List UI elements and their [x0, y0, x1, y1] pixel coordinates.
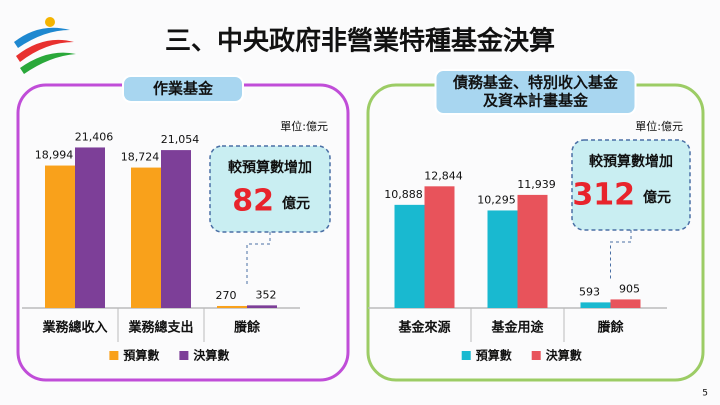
value-label: 18,994	[35, 149, 74, 162]
callout-connector	[610, 230, 632, 280]
value-label: 21,054	[161, 133, 200, 146]
callout-unit: 億元	[643, 189, 671, 206]
callout-text: 較預算數增加	[589, 153, 673, 170]
bar	[247, 305, 277, 308]
page-number: 5	[702, 389, 708, 399]
panel-title-box	[122, 75, 244, 103]
panel-title: 作業基金	[153, 80, 214, 98]
legend-label: 預算數	[123, 348, 159, 363]
bar	[394, 204, 425, 308]
callout-connector	[246, 232, 271, 286]
bar	[517, 194, 548, 308]
callout-box	[571, 139, 691, 231]
value-label: 352	[256, 288, 277, 301]
unit-label: 單位:億元	[635, 119, 683, 133]
legend-swatch	[109, 351, 119, 360]
bar	[131, 167, 161, 308]
legend-swatch	[179, 351, 189, 360]
x-tick-label: 基金來源	[397, 320, 450, 336]
panel-title-box	[434, 69, 637, 115]
legend-label: 預算數	[476, 348, 512, 363]
logo	[14, 17, 76, 74]
value-label: 21,406	[75, 130, 114, 143]
logo-dot	[45, 17, 55, 27]
slide-title: 三、中央政府非營業特種基金決算	[165, 26, 555, 57]
logo-swoosh	[14, 27, 70, 48]
callout-unit: 億元	[282, 195, 310, 212]
bar	[75, 147, 105, 308]
callout-value: 312	[572, 178, 635, 213]
callout-value: 82	[232, 184, 274, 219]
bar	[45, 165, 75, 308]
logo-swoosh	[16, 39, 74, 62]
x-tick-label: 賸餘	[234, 320, 261, 336]
legend-label: 決算數	[193, 348, 229, 363]
panel-title: 及資本計畫基金	[483, 92, 589, 110]
value-label: 270	[216, 289, 237, 302]
x-tick-label: 業務總收入	[41, 320, 107, 336]
legend-label: 決算數	[546, 348, 582, 363]
x-tick-label: 基金用途	[490, 320, 544, 336]
bar	[424, 186, 455, 308]
legend-swatch	[461, 351, 471, 360]
value-label: 11,939	[517, 178, 556, 191]
bar	[610, 299, 641, 308]
bar	[217, 305, 247, 308]
value-label: 12,844	[424, 169, 463, 182]
unit-label: 單位:億元	[280, 119, 328, 133]
value-label: 10,295	[477, 193, 516, 206]
value-label: 593	[579, 285, 600, 298]
callout-box	[209, 145, 331, 233]
panel-title: 債務基金、特別收入基金	[452, 74, 619, 92]
logo-swoosh	[20, 52, 76, 74]
x-tick-label: 業務總支出	[127, 320, 193, 336]
x-tick-label: 賸餘	[597, 320, 624, 336]
callout-text: 較預算數增加	[228, 159, 312, 176]
value-label: 10,888	[384, 188, 423, 201]
value-label: 18,724	[121, 151, 160, 164]
bar	[580, 302, 611, 308]
bar	[487, 210, 518, 308]
value-label: 905	[619, 282, 640, 295]
legend-swatch	[531, 351, 541, 360]
bar	[161, 150, 191, 308]
